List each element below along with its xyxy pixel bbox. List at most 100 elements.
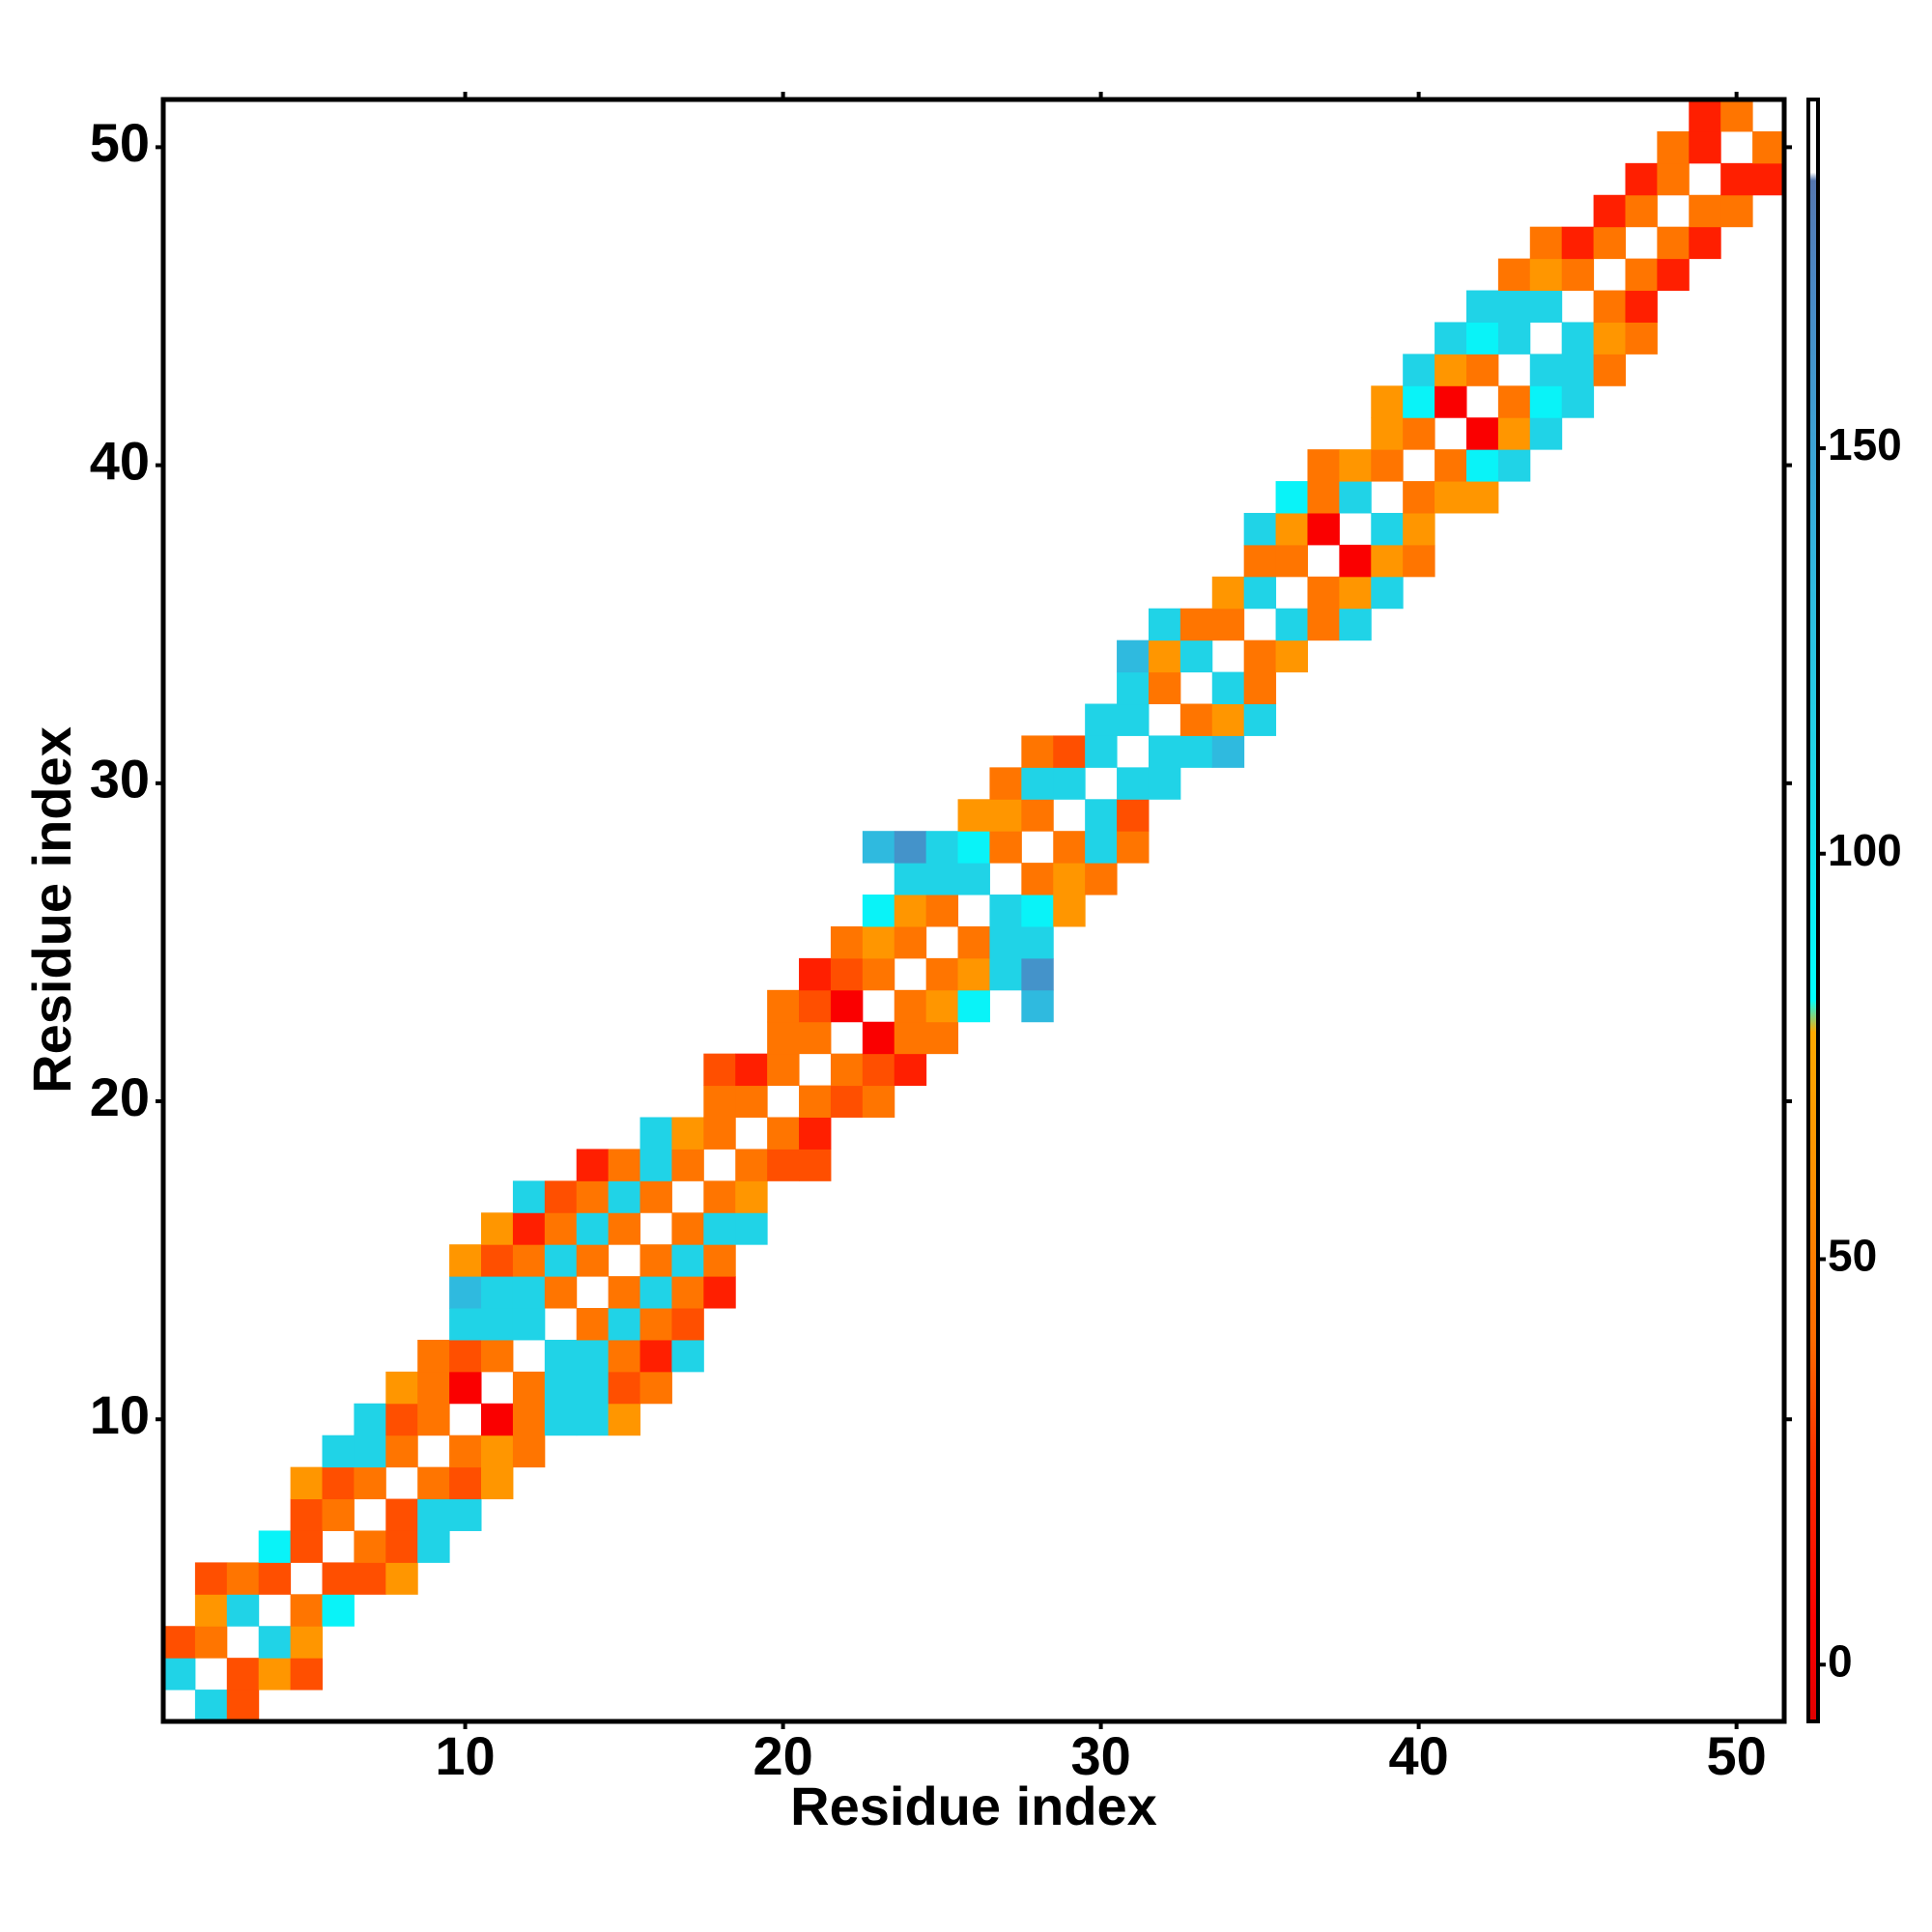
- y-tick-label: 40: [90, 430, 150, 491]
- heatmap-cell: [1465, 290, 1499, 323]
- heatmap-cell: [576, 1149, 610, 1181]
- heatmap-cell: [449, 1244, 482, 1277]
- heatmap-cell: [194, 1562, 228, 1595]
- colorbar-tick-label: 150: [1828, 419, 1902, 469]
- heatmap-cell: [1657, 226, 1690, 260]
- y-tick-label: 20: [90, 1066, 150, 1127]
- heatmap-cell: [957, 957, 990, 991]
- heatmap-cell: [799, 1085, 832, 1118]
- heatmap-cell: [1179, 639, 1213, 673]
- heatmap-cell: [290, 1626, 324, 1659]
- heatmap-cell: [544, 1212, 578, 1245]
- heatmap-cell: [1561, 322, 1595, 355]
- heatmap-cell: [512, 1180, 546, 1213]
- heatmap-cell: [894, 895, 927, 927]
- heatmap-cell: [481, 1244, 514, 1277]
- heatmap-cell: [639, 1308, 672, 1341]
- heatmap-cell: [226, 1658, 260, 1690]
- heatmap-cell: [1307, 576, 1340, 610]
- heatmap-cell: [894, 831, 927, 864]
- heatmap-cell: [385, 1435, 418, 1468]
- heatmap-cell: [417, 1403, 450, 1436]
- heatmap-cell: [1371, 512, 1404, 546]
- heatmap-cell: [512, 1308, 546, 1341]
- colorbar-tick-label: 50: [1828, 1231, 1877, 1281]
- x-tick-label: 50: [1706, 1725, 1766, 1786]
- heatmap-cell: [1593, 226, 1626, 260]
- heatmap-cell: [894, 1053, 927, 1087]
- heatmap-cell: [862, 1021, 895, 1055]
- heatmap-cell: [1497, 417, 1531, 450]
- heatmap-cell: [1021, 799, 1054, 832]
- heatmap-cell: [1339, 608, 1372, 641]
- heatmap-cell: [576, 1339, 610, 1373]
- heatmap-cell: [449, 1371, 482, 1405]
- heatmap-cell: [194, 1690, 228, 1722]
- heatmap-cell: [925, 1021, 959, 1055]
- heatmap-cell: [1752, 130, 1785, 164]
- heatmap-cell: [703, 1085, 736, 1118]
- heatmap-cell: [830, 957, 864, 991]
- heatmap-cell: [1403, 512, 1435, 546]
- heatmap-cell: [1435, 449, 1467, 482]
- heatmap-cell: [449, 1276, 482, 1309]
- heatmap-cell: [1021, 957, 1054, 991]
- heatmap-cell: [1497, 322, 1531, 355]
- heatmap-cell: [989, 767, 1022, 800]
- heatmap-cell: [1211, 671, 1245, 705]
- y-tick-label: 50: [90, 112, 150, 173]
- heatmap-cell: [576, 1180, 610, 1213]
- heatmap-cell: [1275, 639, 1308, 673]
- heatmap-cell: [322, 1562, 355, 1595]
- heatmap-cell: [1720, 99, 1753, 132]
- heatmap-cell: [1053, 863, 1086, 895]
- heatmap-cell: [226, 1690, 260, 1722]
- heatmap-cell: [703, 1276, 736, 1309]
- heatmap-cell: [1371, 449, 1404, 482]
- colorbar-tick-label: 100: [1828, 825, 1902, 875]
- heatmap-cell: [862, 1085, 895, 1118]
- heatmap-cell: [1371, 385, 1404, 418]
- heatmap-cell: [608, 1149, 641, 1181]
- heatmap-cell: [512, 1371, 546, 1405]
- heatmap-cell: [1497, 290, 1531, 323]
- heatmap-cell: [481, 1403, 514, 1436]
- heatmap-cell: [1529, 417, 1563, 450]
- heatmap-cell: [925, 863, 959, 895]
- heatmap-cell: [989, 831, 1022, 864]
- heatmap-cell: [1371, 417, 1404, 450]
- heatmap-cell: [258, 1626, 292, 1659]
- heatmap-cell: [862, 831, 895, 864]
- heatmap-cell: [1085, 703, 1118, 736]
- heatmap-cell: [576, 1308, 610, 1341]
- heatmap-cell: [544, 1403, 578, 1436]
- heatmap-cell: [1529, 226, 1563, 260]
- heatmap-cell: [1497, 449, 1531, 482]
- heatmap-cell: [1593, 290, 1626, 323]
- heatmap-cell: [862, 895, 895, 927]
- heatmap-cell: [639, 1276, 672, 1309]
- heatmap-cell: [1211, 735, 1245, 768]
- heatmap-cell: [258, 1658, 292, 1690]
- heatmap-cell: [894, 1021, 927, 1055]
- heatmap-cell: [1403, 481, 1435, 514]
- heatmap-cell: [1339, 544, 1372, 578]
- heatmap-cell: [1085, 863, 1118, 895]
- heatmap-cell: [417, 1371, 450, 1405]
- heatmap-cell: [1117, 639, 1150, 673]
- heatmap-cell: [290, 1658, 324, 1690]
- heatmap-cell: [894, 863, 927, 895]
- heatmap-cell: [989, 895, 1022, 927]
- heatmap-cell: [894, 989, 927, 1023]
- heatmap-cell: [1021, 895, 1054, 927]
- heatmap-cell: [1339, 449, 1372, 482]
- heatmap-cell: [671, 1244, 704, 1277]
- heatmap-cell: [1529, 354, 1563, 386]
- heatmap-cell: [322, 1435, 355, 1468]
- heatmap-cell: [163, 1658, 196, 1690]
- heatmap-cell: [1529, 258, 1563, 292]
- heatmap-cell: [799, 957, 832, 991]
- heatmap-cell: [1561, 354, 1595, 386]
- heatmap-cell: [1148, 735, 1181, 768]
- heatmap-cell: [1085, 831, 1118, 864]
